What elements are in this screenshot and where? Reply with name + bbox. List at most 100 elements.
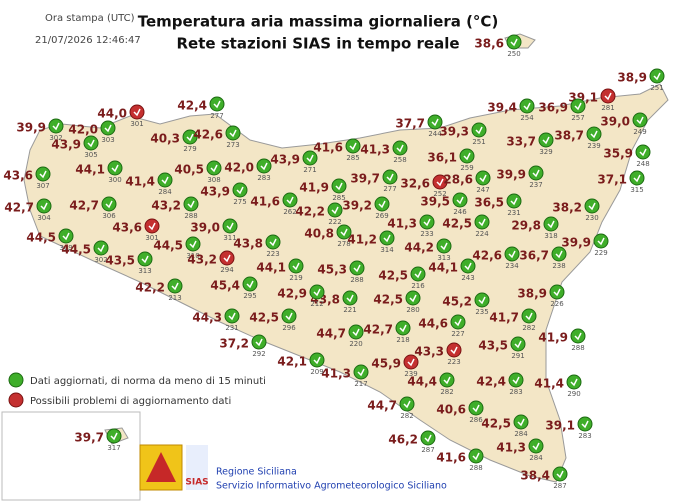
station-id: 280 <box>406 306 419 314</box>
station-id: 237 <box>529 181 542 189</box>
station-temperature: 41,7 <box>489 311 519 325</box>
station-marker <box>474 292 490 308</box>
station-temperature: 42,6 <box>472 249 502 263</box>
station-marker <box>474 214 490 230</box>
station-temperature: 42,9 <box>277 287 307 301</box>
station-temperature: 43,2 <box>187 253 217 267</box>
station-marker <box>183 196 199 212</box>
station-id: 220 <box>349 340 362 348</box>
station-glyph <box>590 130 598 139</box>
inset-frame <box>1 411 141 501</box>
station-id: 226 <box>550 300 564 308</box>
station-temperature: 37,1 <box>597 173 627 187</box>
station-id: 239 <box>404 370 417 378</box>
station-temperature: 41,6 <box>250 195 280 209</box>
station-id: 223 <box>266 250 279 258</box>
station-id: 282 <box>522 324 535 332</box>
station-glyph <box>547 220 555 229</box>
station-id: 313 <box>437 254 450 262</box>
station-glyph <box>633 174 641 183</box>
station-temperature: 40,6 <box>436 403 466 417</box>
station-glyph <box>588 202 596 211</box>
station-temperature: 41,4 <box>125 175 155 189</box>
station-id: 251 <box>650 84 663 92</box>
station-glyph <box>454 318 462 327</box>
station-temperature: 44,4 <box>407 375 437 389</box>
station-marker <box>282 192 298 208</box>
station-temperature: 39,0 <box>190 221 220 235</box>
station-id: 281 <box>601 104 614 112</box>
station-id: 305 <box>84 151 97 159</box>
station-id: 222 <box>328 218 341 226</box>
station-marker <box>167 278 183 294</box>
station-id: 217 <box>354 380 367 388</box>
station-temperature: 44,3 <box>192 311 222 325</box>
station-glyph <box>555 250 563 259</box>
station-temperature: 42,2 <box>135 281 165 295</box>
station-id: 283 <box>257 174 270 182</box>
station-id: 223 <box>447 358 460 366</box>
station-glyph <box>292 262 300 271</box>
station-marker <box>331 178 347 194</box>
station-temperature: 42,5 <box>481 417 511 431</box>
station-id: 311 <box>223 234 236 242</box>
station-marker <box>552 466 568 482</box>
station-marker <box>528 438 544 454</box>
station-id: 273 <box>226 141 239 149</box>
station-marker <box>157 172 173 188</box>
station-glyph <box>399 324 407 333</box>
station-temperature: 43,5 <box>105 254 135 268</box>
station-temperature: 40,8 <box>304 227 334 241</box>
station-temperature: 41,4 <box>534 377 564 391</box>
station-glyph <box>104 124 112 133</box>
station-id: 229 <box>594 249 607 257</box>
station-marker <box>566 374 582 390</box>
station-marker <box>471 122 487 138</box>
station-id: 248 <box>636 160 649 168</box>
station-id: 292 <box>252 350 265 358</box>
station-temperature: 42,5 <box>442 217 472 231</box>
station-glyph <box>171 282 179 291</box>
station-marker <box>475 170 491 186</box>
station-id: 275 <box>233 198 246 206</box>
station-temperature: 43,2 <box>151 199 181 213</box>
station-id: 254 <box>520 114 534 122</box>
station-temperature: 33,7 <box>506 135 536 149</box>
station-temperature: 44,1 <box>256 261 286 275</box>
station-temperature: 28,6 <box>443 173 473 187</box>
station-glyph <box>478 218 486 227</box>
station-glyph <box>424 434 432 443</box>
station-glyph <box>378 200 386 209</box>
station-marker <box>336 224 352 240</box>
station-glyph <box>639 148 647 157</box>
station-temperature: 29,8 <box>511 219 541 233</box>
station-id: 318 <box>544 232 557 240</box>
timestamp: 21/07/2026 12:46:47 <box>35 35 141 46</box>
station-glyph <box>148 222 156 231</box>
station-marker <box>349 260 365 276</box>
station-id: 218 <box>396 336 409 344</box>
station-marker <box>538 132 554 148</box>
station-marker <box>436 238 452 254</box>
station-glyph <box>472 452 480 461</box>
station-marker <box>83 135 99 151</box>
station-temperature: 41,9 <box>538 331 568 345</box>
station-marker <box>506 34 522 50</box>
station-temperature: 43,6 <box>3 169 33 183</box>
station-id: 262 <box>283 208 296 216</box>
station-temperature: 39,0 <box>600 115 630 129</box>
station-id: 234 <box>505 262 519 270</box>
station-glyph <box>186 133 194 142</box>
station-marker <box>106 428 122 444</box>
station-temperature: 42,0 <box>68 123 98 137</box>
logo-shape <box>146 452 176 482</box>
station-temperature: 37,2 <box>219 337 249 351</box>
station-glyph <box>472 404 480 413</box>
station-temperature: 41,3 <box>360 143 390 157</box>
station-marker <box>629 170 645 186</box>
station-glyph <box>508 250 516 259</box>
station-glyph <box>87 139 95 148</box>
station-marker <box>593 233 609 249</box>
footer-line2: Servizio Informativo Agrometeorologico S… <box>216 481 447 492</box>
